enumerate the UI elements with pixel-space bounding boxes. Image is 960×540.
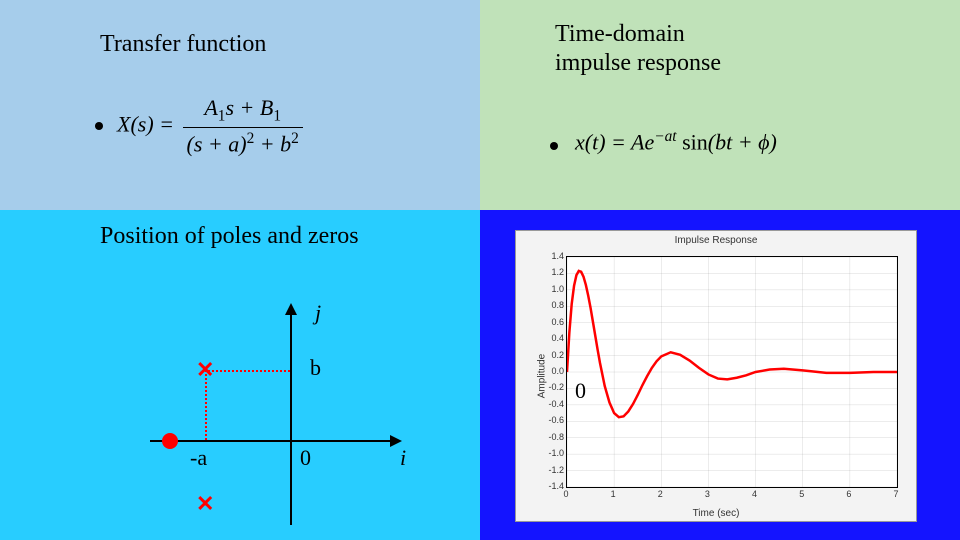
ytick-label: -1.2: [548, 465, 564, 475]
ytick-label: -0.2: [548, 382, 564, 392]
panel-pole-zero: Position of poles and zeros ✕ ✕ j b -a 0…: [0, 210, 480, 540]
ytick-label: -1.4: [548, 481, 564, 491]
plot-xlabel: Time (sec): [516, 508, 916, 519]
ytick-label: 1.4: [548, 251, 564, 261]
xtick-label: 1: [611, 489, 616, 499]
impulse-curve: [567, 257, 897, 487]
ytick-label: 0.0: [548, 366, 564, 376]
heading-time-domain: Time-domain impulse response: [555, 20, 721, 78]
ytick-label: -0.8: [548, 432, 564, 442]
xtick-label: 6: [846, 489, 851, 499]
plot-ylabel: Amplitude: [537, 354, 548, 398]
eq-lhs: X(s) =: [117, 111, 174, 136]
label-b: b: [310, 355, 321, 381]
ytick-label: 0.4: [548, 333, 564, 343]
pole-marker-icon: ✕: [196, 495, 214, 513]
zero-marker-icon: [162, 433, 178, 449]
heading-transfer: Transfer function: [100, 30, 266, 59]
xtick-label: 3: [705, 489, 710, 499]
ytick-label: 1.0: [548, 284, 564, 294]
panel-impulse-plot: Impulse Response Amplitude Time (sec) -1…: [480, 210, 960, 540]
fraction: A1s + B1 (s + a)2 + b2: [183, 95, 303, 158]
imag-axis: [290, 305, 292, 525]
label-minus-a: -a: [190, 445, 207, 471]
bullet-icon: [550, 142, 558, 150]
ytick-label: -0.4: [548, 399, 564, 409]
real-axis: [150, 440, 400, 442]
label-i: i: [400, 445, 406, 471]
equation-impulse: x(t) = Ae−at sin(bt + ϕ): [575, 128, 777, 155]
xtick-label: 5: [799, 489, 804, 499]
panel-time-domain: Time-domain impulse response x(t) = Ae−a…: [480, 0, 960, 210]
ytick-label: 1.2: [548, 267, 564, 277]
eq-numerator: A1s + B1: [200, 95, 285, 127]
pole-marker-icon: ✕: [196, 361, 214, 379]
label-j: j: [315, 300, 321, 326]
eq-denominator: (s + a)2 + b2: [183, 128, 303, 157]
ytick-label: -0.6: [548, 415, 564, 425]
ytick-label: 0.6: [548, 317, 564, 327]
zero-crossing-label: 0: [575, 378, 586, 404]
ytick-label: -1.0: [548, 448, 564, 458]
equation-transfer: X(s) = A1s + B1 (s + a)2 + b2: [117, 95, 306, 158]
xtick-label: 0: [563, 489, 568, 499]
panel-transfer-function: Transfer function X(s) = A1s + B1 (s + a…: [0, 0, 480, 210]
heading-pole-zero: Position of poles and zeros: [100, 222, 400, 251]
xtick-label: 2: [658, 489, 663, 499]
ytick-label: 0.8: [548, 300, 564, 310]
slide-grid: Transfer function X(s) = A1s + B1 (s + a…: [0, 0, 960, 540]
bullet-icon: [95, 122, 103, 130]
plot-title: Impulse Response: [516, 235, 916, 246]
guide-horizontal: [205, 370, 290, 372]
arrow-up-icon: [285, 303, 297, 315]
plot-axes: [566, 256, 898, 488]
ytick-label: 0.2: [548, 350, 564, 360]
xtick-label: 7: [893, 489, 898, 499]
label-origin-zero: 0: [300, 445, 311, 471]
impulse-plot-frame: Impulse Response Amplitude Time (sec) -1…: [515, 230, 917, 522]
pole-zero-canvas: ✕ ✕ j b -a 0 i: [150, 285, 430, 525]
xtick-label: 4: [752, 489, 757, 499]
